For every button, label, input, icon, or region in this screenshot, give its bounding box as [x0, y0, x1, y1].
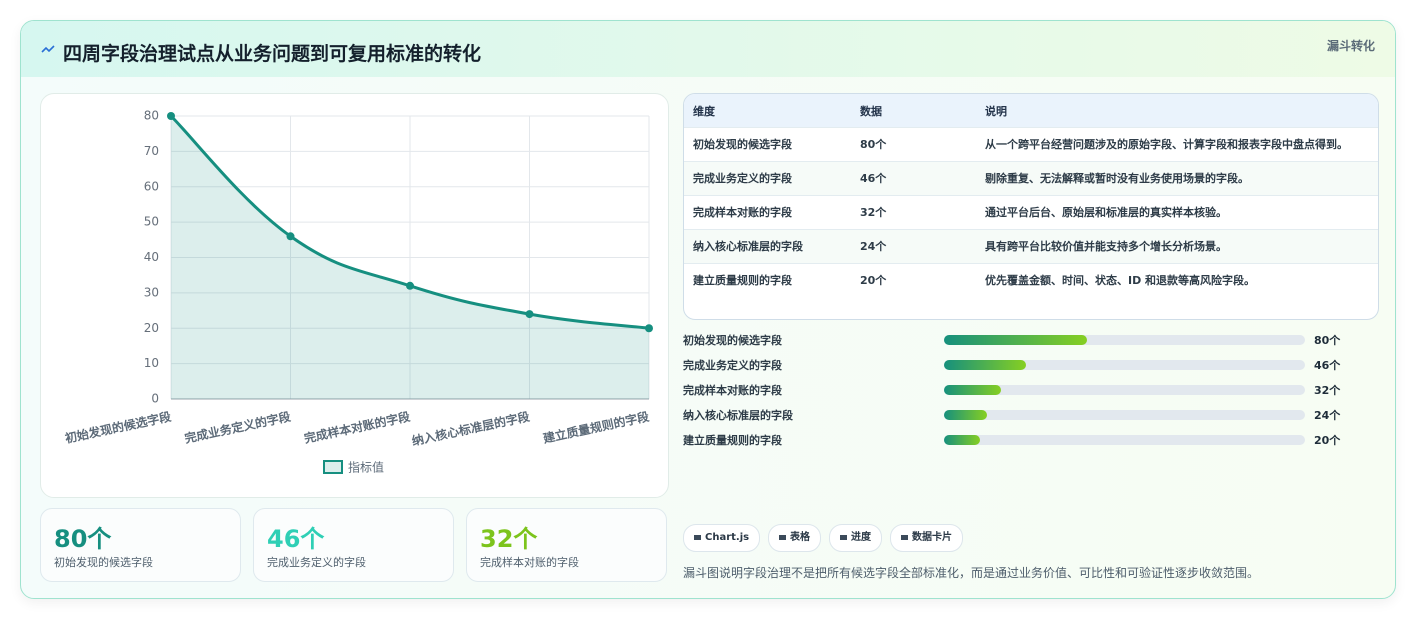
progress-value: 20个 [1314, 434, 1341, 447]
table-cell: 完成业务定义的字段 [684, 161, 851, 196]
tag-text: 数据卡片 [912, 532, 952, 543]
legend-label: 指标值 [348, 460, 384, 475]
table-header: 说明 [976, 94, 1378, 128]
tag-text: 表格 [790, 532, 810, 543]
title: 四周字段治理试点从业务问题到可复用标准的转化 [63, 43, 482, 65]
tag-icon [694, 534, 701, 540]
progress-fill [944, 385, 1002, 395]
kpi-label: 完成样本对账的字段 [480, 556, 579, 569]
table-cell: 纳入核心标准层的字段 [684, 229, 851, 264]
progress-label: 建立质量规则的字段 [683, 434, 782, 447]
chart-panel: 0 10 20 30 40 50 60 70 80 初始发现的候选字段 完成业务定义的字段 完成样本对… [40, 93, 669, 498]
table-cell: 80个 [851, 127, 976, 162]
y-tick-label: 10 [144, 356, 159, 370]
progress-track [944, 385, 1305, 395]
point [525, 310, 534, 319]
kpi-value: 32个 [480, 525, 538, 553]
progress-label: 完成样本对账的字段 [683, 384, 782, 397]
point [167, 112, 175, 120]
y-tick-label: 50 [144, 215, 159, 229]
progress-label: 完成业务定义的字段 [683, 359, 782, 372]
table: 维度 数据 说明 初始发现的候选字段 80个 从一个跨平台经营问题涉及的原始字段、计算字段… [683, 93, 1379, 320]
tag-icon [779, 534, 786, 540]
line [169, 114, 650, 330]
x-tick-label: 建立质量规则的字段 [541, 408, 652, 446]
tag-icon [901, 534, 908, 540]
progress-label: 纳入核心标准层的字段 [683, 409, 793, 422]
point [645, 324, 653, 333]
progress-label: 初始发现的候选字段 [683, 334, 782, 347]
table-row: 完成业务定义的字段 46个 剔除重复、无法解释或暂时没有业务使用场景的字段。 [684, 161, 1378, 196]
point [406, 281, 414, 290]
progress-track [944, 335, 1305, 345]
x-tick-label: 完成业务定义的字段 [183, 408, 293, 445]
table-cell: 46个 [851, 161, 976, 196]
x-tick-label: 初始发现的候选字段 [64, 408, 174, 445]
note: 漏斗图说明字段治理不是把所有候选字段全部标准化，而是通过业务价值、可比性和可验证… [683, 566, 1260, 580]
y-tick-label: 60 [144, 179, 159, 193]
progress-track [944, 410, 1305, 420]
badge: 漏斗转化 [1326, 39, 1375, 53]
progress-track [944, 360, 1305, 370]
table-cell: 通过平台后台、原始层和标准层的真实样本核验。 [976, 195, 1378, 230]
table-header: 数据 [851, 94, 976, 128]
table-row: 纳入核心标准层的字段 24个 具有跨平台比较价值并能支持多个增长分析场景。 [684, 229, 1378, 264]
table-cell: 完成样本对账的字段 [684, 195, 851, 230]
table-cell: 从一个跨平台经营问题涉及的原始字段、计算字段和报表字段中盘点得到。 [976, 127, 1378, 162]
y-tick-label: 80 [144, 109, 159, 123]
table-cell: 24个 [851, 229, 976, 264]
tag-text: 进度 [851, 532, 871, 543]
table-row: 初始发现的候选字段 80个 从一个跨平台经营问题涉及的原始字段、计算字段和报表字段中… [684, 127, 1378, 162]
y-tick-label: 40 [144, 250, 159, 264]
y-tick-label: 20 [144, 321, 159, 335]
area [171, 116, 649, 399]
tag-text: Chart.js [705, 532, 750, 543]
kpi-value: 80个 [54, 525, 112, 553]
point [286, 232, 295, 241]
progress-fill [944, 360, 1027, 370]
progress-value: 80个 [1314, 334, 1341, 347]
table-cell: 具有跨平台比较价值并能支持多个增长分析场景。 [976, 229, 1378, 264]
table-cell: 初始发现的候选字段 [684, 127, 851, 162]
y-tick-label: 70 [144, 144, 159, 158]
kpi-card: 32个完成样本对账的字段 [466, 508, 667, 582]
progress-track [944, 435, 1305, 445]
table-cell: 剔除重复、无法解释或暂时没有业务使用场景的字段。 [976, 161, 1378, 196]
chart: 0 10 20 30 40 50 60 70 80 初始发现的候选字段 完成业务定义的字段 完成样本对… [64, 109, 653, 475]
kpi-card: 80个初始发现的候选字段 [40, 508, 241, 582]
panel: 四周字段治理试点从业务问题到可复用标准的转化 漏斗转化 0 10 20 30 40 50 6… [20, 20, 1396, 599]
progress-value: 32个 [1314, 384, 1341, 397]
kpi-label: 完成业务定义的字段 [267, 556, 366, 569]
tag-icon [840, 534, 847, 540]
progress-fill [944, 335, 1087, 345]
table-cell: 建立质量规则的字段 [684, 263, 851, 297]
x-tick-label: 纳入核心标准层的字段 [410, 408, 531, 448]
kpi-label: 初始发现的候选字段 [54, 556, 153, 569]
table-cell: 32个 [851, 195, 976, 230]
progress-fill [944, 435, 980, 445]
table-row: 建立质量规则的字段 20个 优先覆盖金额、时间、状态、ID 和退款等高风险字段。 [684, 263, 1378, 297]
table-row: 完成样本对账的字段 32个 通过平台后台、原始层和标准层的真实样本核验。 [684, 195, 1378, 230]
y-tick-label: 30 [144, 285, 159, 299]
header: 四周字段治理试点从业务问题到可复用标准的转化 漏斗转化 [21, 21, 1395, 77]
table-header: 维度 [684, 94, 851, 128]
tag: 数据卡片 [890, 524, 963, 552]
progress-fill [944, 410, 987, 420]
y-tick-label: 0 [151, 392, 159, 406]
tag: Chart.js [683, 524, 761, 552]
kpi-card: 46个完成业务定义的字段 [253, 508, 454, 582]
header-icon [41, 45, 55, 53]
progress-value: 24个 [1314, 409, 1341, 422]
legend-swatch [323, 460, 343, 474]
table-cell: 优先覆盖金额、时间、状态、ID 和退款等高风险字段。 [976, 263, 1378, 297]
progress-value: 46个 [1314, 359, 1341, 372]
x-tick-label: 完成样本对账的字段 [303, 408, 413, 445]
tag: 进度 [829, 524, 882, 552]
table-cell: 20个 [851, 263, 976, 297]
kpi-value: 46个 [267, 525, 325, 553]
tag: 表格 [768, 524, 821, 552]
